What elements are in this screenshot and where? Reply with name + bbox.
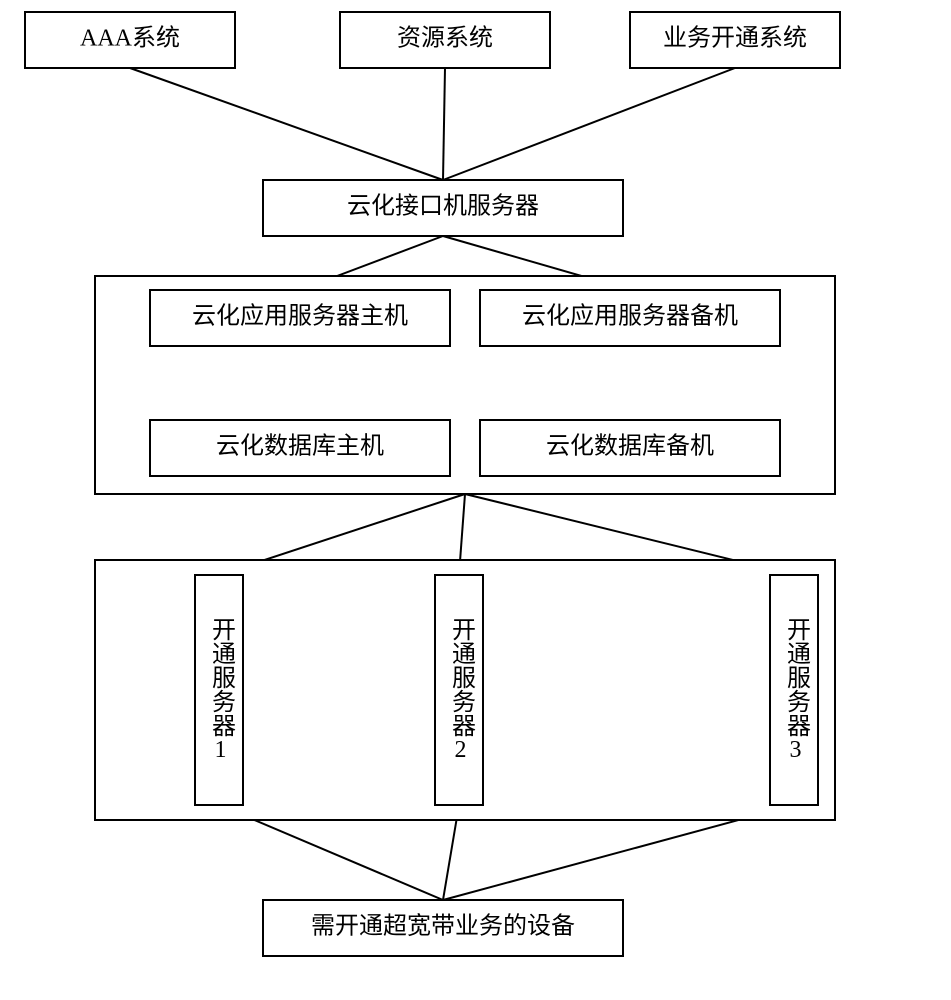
node-srv1: 开通服务器1 xyxy=(195,575,243,805)
node-db_main: 云化数据库主机 xyxy=(150,420,450,476)
node-interface-label: 云化接口机服务器 xyxy=(347,193,539,220)
node-top_right-label: 业务开通系统 xyxy=(663,25,807,52)
node-top_mid-label: 资源系统 xyxy=(397,25,493,52)
node-db_main-label: 云化数据库主机 xyxy=(216,433,384,460)
node-app_bak: 云化应用服务器备机 xyxy=(480,290,780,346)
node-db_bak: 云化数据库备机 xyxy=(480,420,780,476)
node-top_mid: 资源系统 xyxy=(340,12,550,68)
node-top_right: 业务开通系统 xyxy=(630,12,840,68)
node-srv3: 开通服务器3 xyxy=(770,575,818,805)
architecture-diagram: AAA系统 资源系统 业务开通系统云化接口机服务器云化应用服务器主机 云化应用服务器备… xyxy=(0,0,951,1000)
node-srv2: 开通服务器2 xyxy=(435,575,483,805)
node-device-label: 需开通超宽带业务的设备 xyxy=(311,913,575,940)
node-app_main: 云化应用服务器主机 xyxy=(150,290,450,346)
node-srv3-label: 开通服务器3 xyxy=(782,617,810,763)
node-top_left: AAA系统 xyxy=(25,12,235,68)
nodes-layer: AAA系统 资源系统 业务开通系统云化接口机服务器云化应用服务器主机 云化应用服务器备… xyxy=(25,12,840,956)
node-app_bak-label: 云化应用服务器备机 xyxy=(522,303,738,330)
node-db_bak-label: 云化数据库备机 xyxy=(546,433,714,460)
node-top_left-label: AAA系统 xyxy=(80,25,180,52)
edge-top_mid-interface xyxy=(443,68,445,180)
node-device: 需开通超宽带业务的设备 xyxy=(263,900,623,956)
node-srv1-label: 开通服务器1 xyxy=(207,617,235,763)
node-srv2-label: 开通服务器2 xyxy=(447,617,475,763)
edge-top_left-interface xyxy=(130,68,443,180)
node-interface: 云化接口机服务器 xyxy=(263,180,623,236)
node-app_main-label: 云化应用服务器主机 xyxy=(192,303,408,330)
edge-top_right-interface xyxy=(443,68,735,180)
